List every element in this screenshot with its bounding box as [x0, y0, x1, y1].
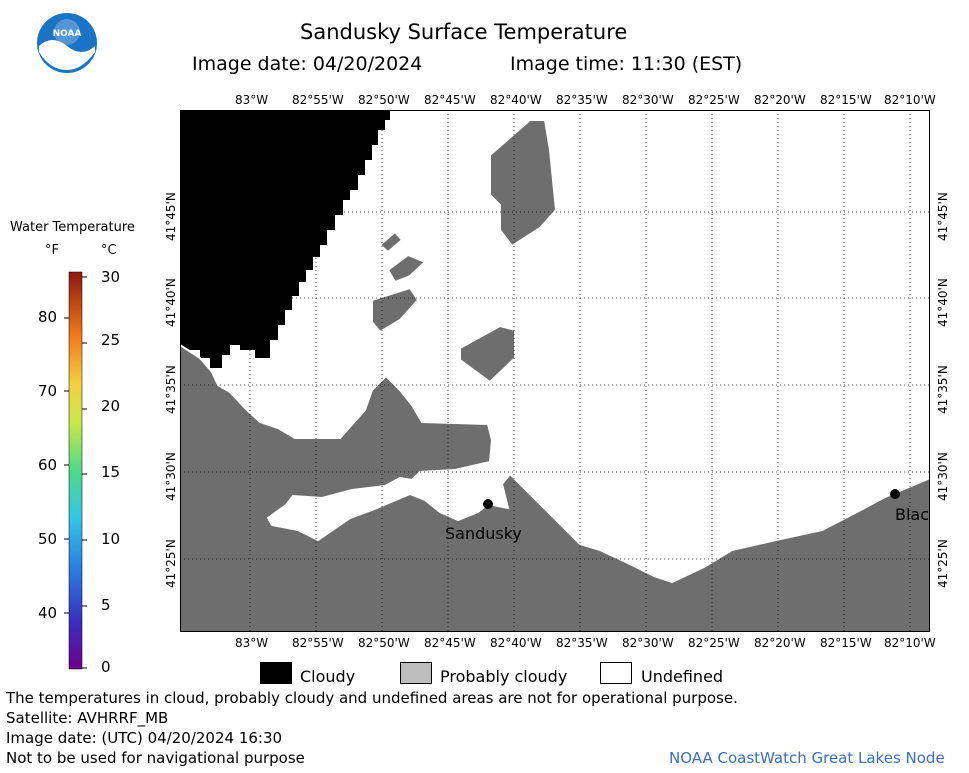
- lon-label-bottom: 82°10'W: [884, 636, 936, 650]
- blac-marker: [890, 489, 900, 499]
- place-label-blac: Blac: [895, 505, 930, 524]
- image-date: Image date: 04/20/2024: [192, 53, 423, 75]
- noaa-logo-text: NOAA: [53, 29, 82, 39]
- colorbar-title: Water Temperature: [10, 220, 135, 235]
- lon-label-top: 82°45'W: [424, 93, 476, 107]
- lon-label-bottom: 82°55'W: [292, 636, 344, 650]
- lon-label-top: 82°40'W: [490, 93, 542, 107]
- probably-cloudy-patch: [386, 253, 427, 284]
- legend-label-cloudy: Cloudy: [300, 667, 356, 686]
- footer-satellite: Satellite: AVHRRF_MB: [6, 709, 169, 727]
- lon-label-top: 82°15'W: [820, 93, 872, 107]
- lat-label-left: 41°35'N: [164, 365, 178, 414]
- lon-label-bottom: 82°50'W: [358, 636, 410, 650]
- legend-swatch-probably-cloudy: [400, 662, 432, 684]
- lon-label-bottom: 82°15'W: [820, 636, 872, 650]
- footer-credit: NOAA CoastWatch Great Lakes Node: [669, 749, 945, 767]
- lon-label-top: 82°50'W: [358, 93, 410, 107]
- lon-label-bottom: 82°20'W: [754, 636, 806, 650]
- lat-label-right: 41°35'N: [936, 365, 950, 414]
- probably-cloudy-patch: [489, 119, 558, 248]
- lat-label-right: 41°25'N: [936, 539, 950, 588]
- lon-label-top: 82°35'W: [556, 93, 608, 107]
- probably-cloudy-patch: [459, 324, 516, 384]
- sandusky-marker: [483, 499, 493, 509]
- footer-utc-date: Image date: (UTC) 04/20/2024 16:30: [6, 729, 283, 747]
- legend-swatch-cloudy: [260, 662, 292, 684]
- probably-cloudy-patch: [378, 230, 404, 254]
- lon-label-top: 82°20'W: [754, 93, 806, 107]
- colorbar-unit-f: °F: [45, 243, 59, 258]
- colorbar-f-label: 40: [38, 604, 58, 622]
- colorbar-c-label: 0: [101, 658, 111, 676]
- lat-label-right: 41°45'N: [936, 192, 950, 241]
- colorbar-unit-c: °C: [101, 243, 117, 258]
- legend-swatch-undefined: [600, 662, 632, 684]
- colorbar-c-label: 25: [101, 331, 121, 349]
- colorbar-c-label: 15: [101, 463, 121, 481]
- place-label-sandusky: Sandusky: [445, 524, 522, 543]
- lon-label-bottom: 82°40'W: [490, 636, 542, 650]
- lat-label-left: 41°30'N: [164, 452, 178, 501]
- lon-label-bottom: 82°25'W: [688, 636, 740, 650]
- colorbar: [64, 271, 87, 670]
- lat-label-right: 41°40'N: [936, 278, 950, 327]
- lon-label-top: 83°W: [235, 93, 269, 107]
- lat-label-left: 41°40'N: [164, 278, 178, 327]
- probably-cloudy-patch: [371, 286, 420, 334]
- noaa-logo: NOAA: [37, 13, 97, 73]
- colorbar-f-label: 80: [38, 308, 58, 326]
- lon-label-bottom: 83°W: [235, 636, 269, 650]
- lon-label-top: 82°30'W: [622, 93, 674, 107]
- lat-label-left: 41°25'N: [164, 539, 178, 588]
- colorbar-c-label: 5: [101, 596, 111, 614]
- map: [180, 110, 930, 632]
- probably-cloudy-land: [180, 343, 930, 632]
- lon-label-bottom: 82°30'W: [622, 636, 674, 650]
- colorbar-c-label: 10: [101, 530, 121, 548]
- lon-label-bottom: 82°45'W: [424, 636, 476, 650]
- colorbar-f-label: 50: [38, 530, 58, 548]
- legend-label-undefined: Undefined: [641, 667, 724, 686]
- footer-navigation: Not to be used for navigational purpose: [6, 749, 305, 767]
- colorbar-f-label: 60: [38, 456, 58, 474]
- colorbar-c-label: 30: [101, 268, 121, 286]
- image-time: Image time: 11:30 (EST): [510, 53, 743, 75]
- page-title: Sandusky Surface Temperature: [300, 20, 628, 44]
- lon-label-bottom: 82°35'W: [556, 636, 608, 650]
- cloudy-region: [180, 110, 390, 368]
- colorbar-c-label: 20: [101, 397, 121, 415]
- lon-label-top: 82°55'W: [292, 93, 344, 107]
- footer-disclaimer: The temperatures in cloud, probably clou…: [6, 689, 738, 707]
- lon-label-top: 82°10'W: [884, 93, 936, 107]
- lat-label-left: 41°45'N: [164, 192, 178, 241]
- lat-label-right: 41°30'N: [936, 452, 950, 501]
- lon-label-top: 82°25'W: [688, 93, 740, 107]
- legend-label-probably-cloudy: Probably cloudy: [440, 667, 568, 686]
- colorbar-f-label: 70: [38, 382, 58, 400]
